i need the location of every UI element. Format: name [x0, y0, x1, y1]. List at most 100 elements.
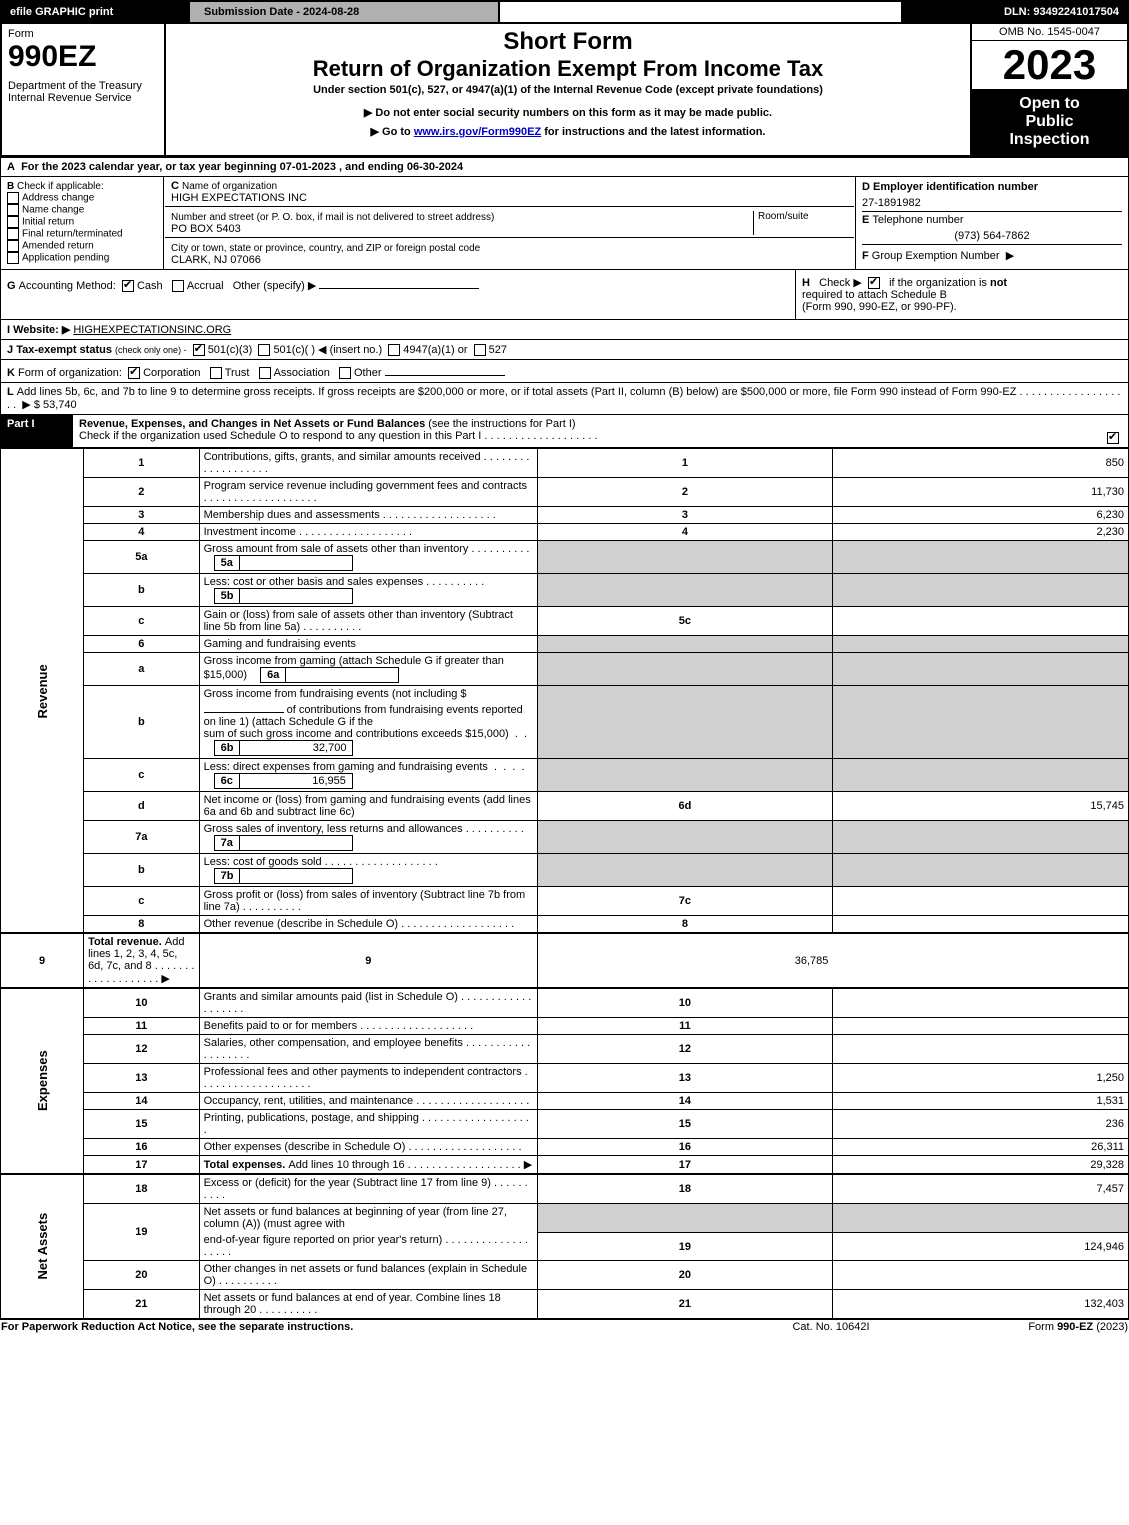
section-k: K Form of organization: Corporation Trus…: [0, 360, 1129, 383]
section-c-name: C Name of organization HIGH EXPECTATIONS…: [164, 177, 856, 208]
i-label: I: [7, 324, 10, 336]
l10-no: 10: [84, 988, 200, 1018]
l10-txt: Grants and similar amounts paid (list in…: [204, 991, 458, 1003]
topbar-spacer: [499, 1, 901, 23]
j-4947: 4947(a)(1) or: [403, 344, 467, 356]
g-other-input[interactable]: [319, 276, 479, 289]
k-lbl: Form of organization:: [18, 367, 122, 379]
l13-no: 13: [84, 1064, 200, 1093]
l21-no: 21: [84, 1290, 200, 1319]
l20-box: 20: [537, 1261, 832, 1290]
header-left: Form 990EZ Department of the Treasury In…: [1, 24, 165, 156]
footer-right-pre: Form: [1028, 1321, 1057, 1333]
l12-txt: Salaries, other compensation, and employ…: [204, 1037, 463, 1049]
l-label: L: [7, 386, 14, 398]
cb-cash[interactable]: [122, 280, 134, 292]
l10-amt: [832, 988, 1128, 1018]
d-label: D: [862, 181, 870, 193]
section-gh: G Accounting Method: Cash Accrual Other …: [0, 270, 1129, 320]
revenue-vert-label: Revenue: [1, 449, 84, 934]
l5a-inline: 5a: [214, 555, 353, 571]
l20-no: 20: [84, 1261, 200, 1290]
l5a-subval: [239, 556, 352, 571]
j-lbl: Tax-exempt status: [16, 344, 112, 356]
cb-corp[interactable]: [128, 367, 140, 379]
l5a-sub: 5a: [214, 556, 239, 571]
cb-4947[interactable]: [388, 344, 400, 356]
row-5b: b Less: cost or other basis and sales ex…: [1, 574, 1129, 607]
g-cash: Cash: [137, 280, 163, 292]
g-accrual: Accrual: [187, 280, 224, 292]
row-17: 17 Total expenses. Add lines 10 through …: [1, 1156, 1129, 1175]
part1-dots: [484, 430, 597, 442]
irs-link[interactable]: www.irs.gov/Form990EZ: [414, 126, 541, 138]
cb-final-return[interactable]: [7, 228, 19, 240]
l6a-subval: [286, 668, 399, 683]
l6a-inline: 6a: [260, 667, 399, 683]
l7a-subval: [239, 836, 352, 851]
l7c-no: c: [84, 887, 200, 916]
l21-box: 21: [537, 1290, 832, 1319]
l14-txt: Occupancy, rent, utilities, and maintena…: [204, 1095, 414, 1107]
cb-name-change[interactable]: [7, 204, 19, 216]
l8-amt: [832, 916, 1128, 934]
cb-part1-schedo[interactable]: [1107, 432, 1119, 444]
efile-print-button[interactable]: efile GRAPHIC print: [1, 1, 189, 23]
row-14: 14 Occupancy, rent, utilities, and maint…: [1, 1093, 1129, 1110]
cb-trust[interactable]: [210, 367, 222, 379]
website-value[interactable]: HIGHEXPECTATIONSINC.ORG: [73, 324, 231, 336]
cb-pending[interactable]: [7, 252, 19, 264]
k-other-input[interactable]: [385, 363, 505, 376]
l7b-txt: Less: cost of goods sold: [204, 856, 322, 868]
cb-527[interactable]: [474, 344, 486, 356]
l3-box: 3: [537, 507, 832, 524]
g-label: G: [7, 280, 16, 292]
b-pending: Application pending: [22, 253, 109, 264]
l11-txt: Benefits paid to or for members: [204, 1020, 357, 1032]
goto-pre: ▶ Go to: [371, 126, 414, 138]
c-label: C: [171, 180, 179, 192]
l6b-inline: 6b32,700: [214, 740, 354, 756]
cb-amended[interactable]: [7, 240, 19, 252]
cb-501c[interactable]: [258, 344, 270, 356]
h-t4: (Form 990, 990-EZ, or 990-PF).: [802, 301, 957, 313]
cb-assoc[interactable]: [259, 367, 271, 379]
l6b-box: [537, 686, 832, 759]
row-21: 21 Net assets or fund balances at end of…: [1, 1290, 1129, 1319]
cb-501c3[interactable]: [193, 344, 205, 356]
lines-table: Revenue 1 Contributions, gifts, grants, …: [0, 448, 1129, 1319]
l5b-subval: [240, 589, 353, 604]
l11-box: 11: [537, 1018, 832, 1035]
l6d-txt: Net income or (loss) from gaming and fun…: [204, 794, 531, 818]
cb-initial-return[interactable]: [7, 216, 19, 228]
org-name: HIGH EXPECTATIONS INC: [171, 192, 307, 204]
cb-accrual[interactable]: [172, 280, 184, 292]
footer-left: For Paperwork Reduction Act Notice, see …: [0, 1320, 748, 1335]
submission-date-button[interactable]: Submission Date - 2024-08-28: [189, 1, 499, 23]
cb-other-org[interactable]: [339, 367, 351, 379]
l6c-sub: 6c: [214, 774, 239, 789]
g-lbl: Accounting Method:: [19, 280, 116, 292]
l5b-no: b: [84, 574, 200, 607]
l17-box: 17: [537, 1156, 832, 1175]
cb-address-change[interactable]: [7, 192, 19, 204]
l9-box: 9: [199, 933, 537, 988]
row-4: 4 Investment income 4 2,230: [1, 524, 1129, 541]
l6-txt: Gaming and fundraising events: [199, 636, 537, 653]
entity-block: B Check if applicable: Address change Na…: [0, 177, 1129, 270]
l21-txt: Net assets or fund balances at end of ye…: [204, 1292, 501, 1316]
l6a-box: [537, 653, 832, 686]
l7b-box: [537, 854, 832, 887]
row-7c: c Gross profit or (loss) from sales of i…: [1, 887, 1129, 916]
l7a-sub: 7a: [214, 836, 239, 851]
l6c-subval: 16,955: [239, 774, 352, 789]
netassets-vert-label: Net Assets: [1, 1174, 84, 1319]
l6c-txt: Less: direct expenses from gaming and fu…: [204, 761, 488, 773]
l15-txt: Printing, publications, postage, and shi…: [204, 1112, 419, 1124]
l6d-no: d: [84, 792, 200, 821]
l16-amt: 26,311: [832, 1139, 1128, 1156]
cb-h[interactable]: [868, 277, 880, 289]
header-right: OMB No. 1545-0047 2023 Open to Public In…: [971, 24, 1128, 156]
l6b-blank[interactable]: [204, 700, 284, 713]
row-15: 15 Printing, publications, postage, and …: [1, 1110, 1129, 1139]
